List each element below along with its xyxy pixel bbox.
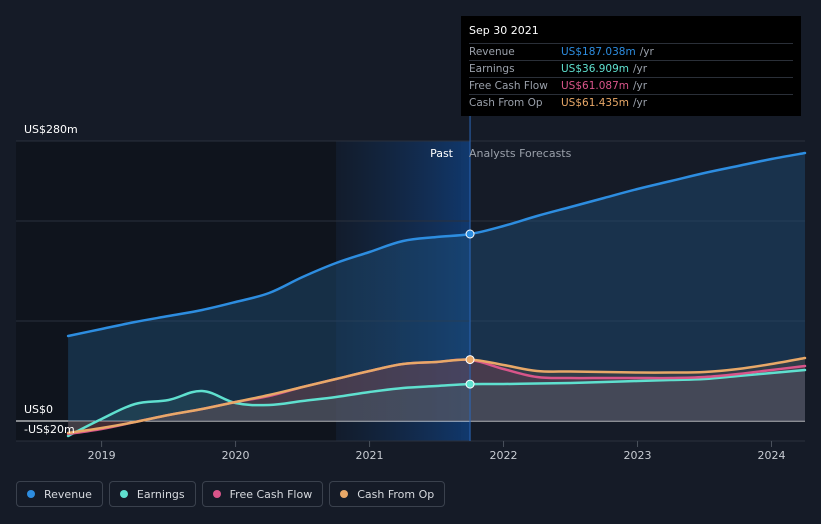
x-tick-label: 2021 [356, 449, 384, 462]
legend-item-cash-from-op[interactable]: Cash From Op [329, 481, 446, 507]
tooltip-row-cash-from-op: Cash From Op US$61.435m /yr [469, 94, 793, 111]
tooltip-unit: /yr [633, 80, 648, 92]
x-tick-label: 2024 [758, 449, 786, 462]
legend-item-free-cash-flow[interactable]: Free Cash Flow [201, 481, 324, 507]
legend-label: Cash From Op [357, 487, 435, 501]
tooltip-unit: /yr [633, 97, 648, 109]
cash-from-op-marker [465, 355, 475, 365]
tooltip-date: Sep 30 2021 [469, 24, 539, 37]
revenue-marker [465, 229, 475, 239]
tooltip-value: US$187.038m [561, 46, 636, 58]
chart-area: 2019 2020 2021 2022 2023 2024 US$280m US$0 -U… [16, 116, 807, 462]
cash-from-op-line [66, 356, 807, 435]
earnings-marker [465, 379, 475, 389]
x-tick-label: 2022 [490, 449, 518, 462]
tooltip-value: US$36.909m [561, 63, 629, 75]
y-label-negative: -US$20m [24, 423, 75, 436]
legend-item-revenue[interactable]: Revenue [16, 481, 103, 507]
gridlines [16, 140, 805, 442]
forecast-label: Analysts Forecasts [469, 147, 572, 160]
legend-dot-icon [340, 490, 349, 498]
revenue-area [68, 153, 805, 421]
legend-dot-icon [27, 490, 35, 498]
tooltip-name: Revenue [469, 46, 515, 58]
legend-dot-icon [212, 490, 221, 498]
tooltip-markers [465, 229, 475, 389]
past-label: Past [430, 147, 454, 160]
earnings-area [68, 370, 805, 436]
x-tick-label: 2019 [88, 449, 116, 462]
tooltip-row-earnings: Earnings US$36.909m /yr [469, 60, 793, 77]
legend-dot-icon [119, 490, 128, 498]
legend-label: Earnings [136, 487, 185, 501]
earnings-line [66, 368, 807, 438]
tooltip-name: Cash From Op [469, 97, 543, 109]
tooltip-value: US$61.435m [561, 97, 629, 109]
x-tick-label: 2023 [624, 449, 652, 462]
legend-label: Free Cash Flow [229, 487, 313, 501]
tooltip-row-revenue: Revenue US$187.038m /yr [469, 43, 793, 60]
tooltip-name: Earnings [469, 63, 515, 75]
revenue-line [66, 151, 807, 338]
x-tick-label: 2020 [222, 449, 250, 462]
tooltip-row-free-cash-flow: Free Cash Flow US$61.087m /yr [469, 77, 793, 94]
legend: Revenue Earnings Free Cash Flow Cash Fro… [16, 481, 446, 507]
tooltip-unit: /yr [639, 46, 654, 58]
tooltip-value: US$61.087m [561, 80, 629, 92]
tooltip-unit: /yr [633, 63, 648, 75]
tooltip: Sep 30 2021 Revenue US$187.038m /yr Earn… [461, 16, 801, 116]
tooltip-name: Free Cash Flow [469, 80, 548, 92]
y-label-top: US$280m [24, 123, 78, 136]
series-lines [66, 151, 807, 438]
legend-label: Revenue [44, 487, 92, 501]
legend-item-earnings[interactable]: Earnings [108, 481, 196, 507]
x-axis-ticks: 2019 2020 2021 2022 2023 2024 [88, 441, 786, 462]
y-label-zero: US$0 [24, 403, 53, 416]
past-shade [336, 141, 471, 441]
